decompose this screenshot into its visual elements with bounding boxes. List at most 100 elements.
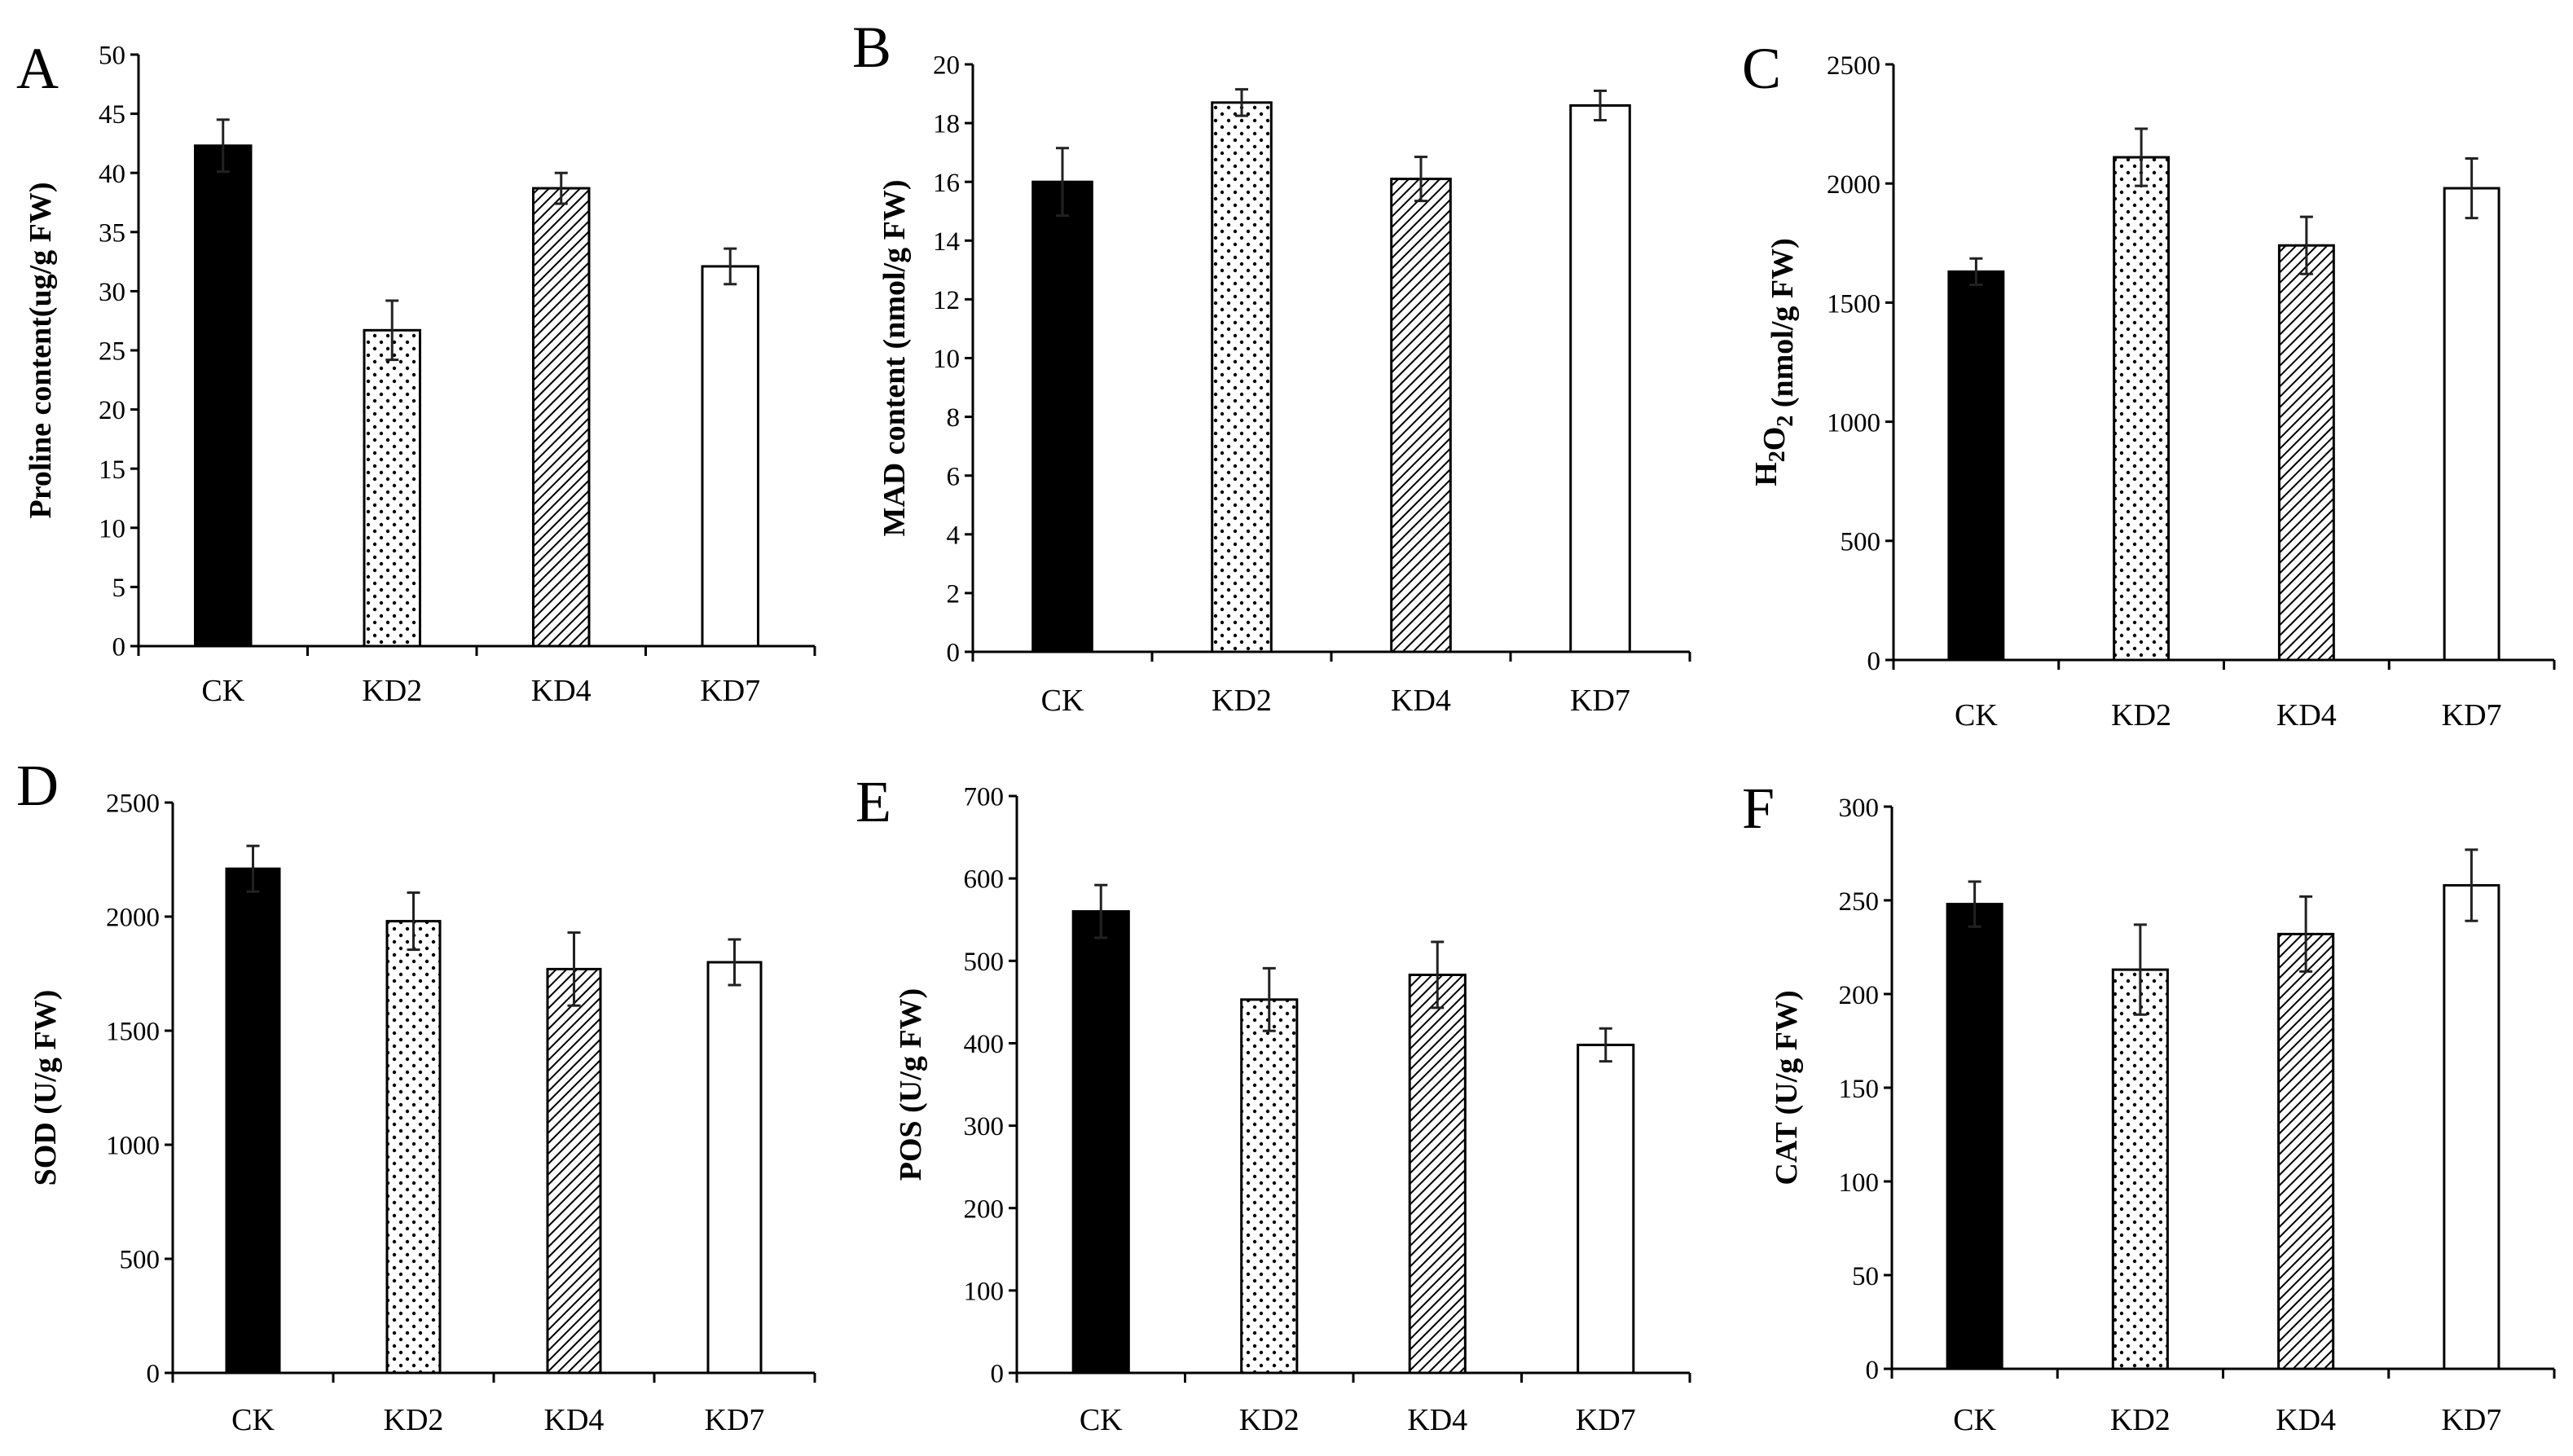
bar-kd7 [1569, 103, 1631, 653]
y-tick-label: 700 [964, 783, 1005, 812]
y-tick-label: 0 [112, 633, 126, 662]
y-axis-label: H2O2 (nmol/g FW) [1749, 238, 1800, 486]
y-tick-label: 1500 [106, 1018, 160, 1047]
y-tick-label: 2 [947, 579, 961, 609]
y-axis-label: SOD (U/g FW) [29, 990, 63, 1186]
bar-kd2 [385, 920, 442, 1375]
panel-a: A 0 5 10 15 20 25 30 35 40 45 50 CK KD2 KD4 KD7 Proline … [16, 36, 816, 708]
bar-kd7 [706, 961, 763, 1375]
bar-kd4 [1408, 973, 1467, 1375]
category-label: CK [231, 1403, 275, 1437]
y-tick-label: 100 [964, 1277, 1005, 1306]
category-label: KD4 [1391, 684, 1451, 718]
y-tick-label: 10 [933, 345, 960, 374]
y-tick-label: 200 [964, 1194, 1005, 1224]
y-tick-label: 1000 [106, 1132, 160, 1161]
bar-kd7 [701, 265, 759, 648]
y-tick-label: 45 [99, 100, 125, 130]
category-label: KD4 [544, 1403, 605, 1437]
panel-letter: E [855, 769, 891, 834]
category-label: CK [1041, 684, 1084, 718]
y-tick-label: 4 [947, 521, 961, 550]
panel-b: B 0 2 4 6 8 10 12 14 16 18 20 CK KD2 KD4 KD7 MAD content… [852, 15, 1691, 718]
category-label: CK [1080, 1403, 1123, 1437]
y-tick-label: 1000 [1827, 409, 1880, 438]
y-tick-label: 30 [99, 278, 125, 307]
y-tick-label: 2000 [106, 904, 160, 933]
category-label: KD2 [2110, 1403, 2171, 1437]
y-tick-label: 500 [1841, 528, 1881, 557]
panel-letter: D [16, 753, 59, 818]
category-label: KD7 [705, 1403, 765, 1437]
y-tick-label: 2500 [106, 790, 160, 819]
y-axis-label: POS (U/g FW) [894, 988, 928, 1181]
category-label: KD2 [362, 674, 422, 708]
y-tick-label: 250 [1839, 887, 1880, 917]
y-tick-label: 20 [933, 51, 960, 81]
bar-kd2 [2111, 968, 2169, 1370]
category-label: KD7 [2441, 1403, 2501, 1437]
panel-d: D 0 500 1000 1500 2000 2500 CK KD2 KD4 KD7 SOD (U/g… [16, 753, 816, 1437]
category-label: KD2 [1239, 1403, 1300, 1437]
bar-ck [1947, 270, 2005, 662]
category-label: KD4 [531, 674, 592, 708]
bar-kd7 [1577, 1043, 1635, 1375]
bar-kd4 [2277, 932, 2335, 1370]
y-tick-label: 200 [1839, 981, 1880, 1010]
y-tick-label: 8 [947, 403, 961, 433]
category-label: CK [201, 674, 244, 708]
bar-kd7 [2443, 884, 2500, 1370]
y-axis-label: CAT (U/g FW) [1770, 990, 1804, 1185]
y-tick-label: 12 [933, 286, 960, 315]
y-tick-label: 500 [964, 948, 1005, 977]
bar-ck [194, 144, 253, 648]
bar-kd7 [2443, 187, 2500, 662]
y-tick-label: 40 [99, 160, 125, 189]
y-tick-label: 2500 [1827, 51, 1880, 81]
bar-kd4 [2277, 244, 2335, 662]
bar-ck [1946, 903, 2003, 1370]
bar-ck [225, 867, 281, 1375]
category-label: KD2 [2111, 698, 2171, 732]
panel-letter: F [1742, 776, 1775, 841]
bar-kd2 [363, 328, 421, 648]
bar-kd4 [546, 967, 602, 1375]
bar-kd2 [1211, 101, 1273, 653]
category-label: CK [1953, 1403, 1996, 1437]
category-label: KD4 [1407, 1403, 1467, 1437]
y-tick-label: 600 [964, 865, 1005, 895]
y-tick-label: 300 [964, 1112, 1005, 1141]
panel-letter: A [16, 36, 59, 101]
y-tick-label: 0 [1867, 647, 1881, 676]
category-label: KD7 [1576, 1403, 1636, 1437]
y-tick-label: 500 [120, 1246, 161, 1275]
panel-letter: C [1742, 36, 1781, 101]
y-tick-label: 0 [147, 1360, 161, 1389]
panel-c: C 0 500 1000 1500 2000 2500 CK KD2 KD4 KD7 H2O2 (nm… [1742, 36, 2556, 732]
y-tick-label: 25 [99, 337, 125, 367]
y-tick-label: 14 [933, 227, 960, 257]
bar-kd2 [1240, 998, 1299, 1375]
y-tick-label: 15 [99, 455, 125, 485]
y-axis-label: Proline content(ug/g FW) [24, 182, 58, 518]
category-label: KD7 [1570, 684, 1630, 718]
y-tick-label: 400 [964, 1030, 1005, 1059]
category-label: CK [1955, 698, 1998, 732]
y-axis-label: MAD content (nmol/g FW) [877, 180, 912, 537]
y-tick-label: 100 [1839, 1168, 1880, 1198]
panel-f: F 0 50 100 150 200 250 300 CK KD2 KD4 KD7 CAT (U/g F… [1742, 776, 2556, 1437]
y-tick-label: 0 [1866, 1356, 1880, 1385]
category-label: KD2 [1212, 684, 1272, 718]
panel-letter: B [852, 15, 891, 80]
y-tick-label: 50 [99, 42, 125, 71]
y-tick-label: 16 [933, 169, 960, 198]
y-tick-label: 20 [99, 396, 125, 425]
bar-ck [1071, 910, 1130, 1375]
y-tick-label: 150 [1839, 1075, 1880, 1104]
y-tick-label: 0 [991, 1360, 1005, 1389]
category-label: KD7 [700, 674, 760, 708]
bar-kd4 [1390, 178, 1452, 653]
y-tick-label: 18 [933, 110, 960, 139]
y-tick-label: 10 [99, 514, 125, 543]
